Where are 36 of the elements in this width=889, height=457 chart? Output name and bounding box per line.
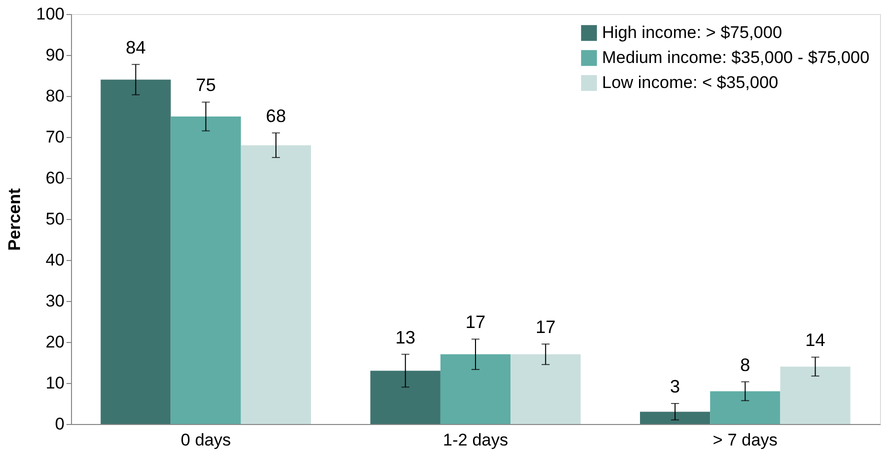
legend-label: Medium income: $35,000 - $75,000 [602, 48, 870, 67]
y-tick-label: 50 [46, 210, 64, 228]
y-tick-label: 100 [36, 4, 64, 24]
x-tick-label: 0 days [180, 430, 231, 450]
data-label: 8 [740, 354, 750, 375]
data-label: 3 [670, 376, 680, 396]
data-label: 68 [266, 106, 286, 126]
y-axis-title: Percent [5, 188, 24, 251]
legend-label: High income: > $75,000 [602, 23, 782, 42]
bar [100, 80, 171, 424]
y-tick-label: 60 [46, 168, 64, 188]
bar [240, 145, 312, 424]
bar [370, 370, 440, 424]
y-tick-label: 90 [46, 46, 64, 64]
data-label: 84 [126, 37, 146, 58]
y-tick-label: 30 [46, 292, 64, 310]
y-tick-label: 0 [55, 414, 64, 434]
data-label: 17 [465, 312, 486, 332]
bar [710, 391, 780, 424]
data-label: 75 [196, 75, 216, 96]
bar [640, 412, 710, 424]
bar [780, 366, 850, 424]
y-tick-label: 20 [46, 332, 64, 352]
y-tick-label: 40 [46, 250, 64, 270]
y-tick-label: 10 [46, 374, 64, 392]
data-label: 17 [536, 317, 556, 338]
legend-label: Low income: < $35,000 [602, 73, 778, 92]
data-label: 14 [805, 330, 826, 350]
bar [510, 354, 581, 424]
data-label: 13 [395, 327, 416, 348]
x-tick-label: > 7 days [712, 430, 778, 450]
x-tick-label: 1-2 days [442, 430, 508, 450]
bar [170, 116, 241, 424]
bar [440, 354, 511, 424]
y-tick-label: 80 [46, 86, 64, 106]
y-tick-label: 70 [46, 128, 64, 146]
